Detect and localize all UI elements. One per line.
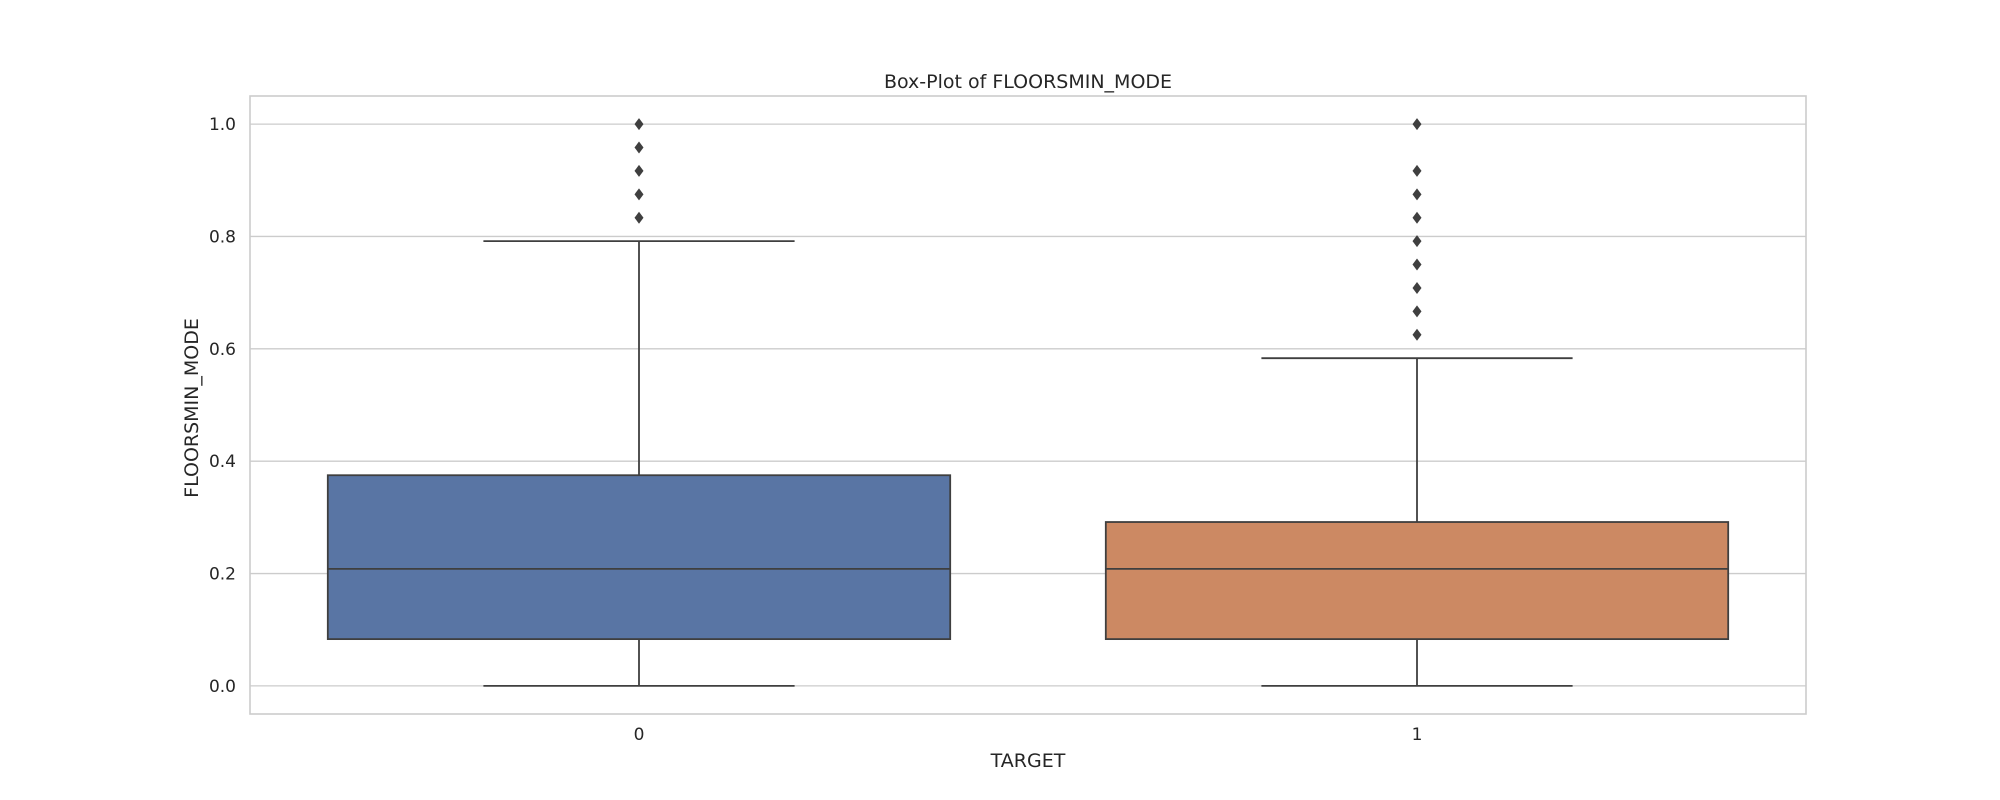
y-axis-label: FLOORSMIN_MODE <box>181 318 203 498</box>
outlier-point <box>1412 258 1422 271</box>
outlier-point <box>1412 211 1422 224</box>
iqr-box <box>326 474 952 641</box>
y-tick-label: 0.0 <box>209 677 236 697</box>
outlier-point <box>634 118 644 131</box>
plot-area <box>249 95 1807 715</box>
outlier-point <box>1412 235 1422 248</box>
outlier-point <box>634 211 644 224</box>
x-tick-label: 1 <box>1412 725 1423 745</box>
outlier-point <box>1412 305 1422 318</box>
outlier-point <box>1412 188 1422 201</box>
y-tick-label: 0.6 <box>209 340 236 360</box>
outlier-point <box>1412 328 1422 341</box>
y-tick-label: 0.8 <box>209 227 236 247</box>
box-group-1 <box>1104 118 1730 687</box>
outlier-point <box>634 141 644 154</box>
outlier-point <box>634 164 644 177</box>
outlier-point <box>1412 164 1422 177</box>
boxes <box>326 118 1730 687</box>
outlier-point <box>1412 118 1422 131</box>
outlier-point <box>634 188 644 201</box>
iqr-box <box>1104 521 1730 641</box>
outlier-point <box>1412 281 1422 294</box>
chart-title: Box-Plot of FLOORSMIN_MODE <box>884 71 1172 93</box>
box-group-0 <box>326 118 952 687</box>
y-tick-label: 1.0 <box>209 115 236 135</box>
x-axis-label: TARGET <box>990 750 1066 772</box>
x-tick-label: 0 <box>634 725 645 745</box>
y-tick-labels: 0.0 0.2 0.4 0.6 0.8 1.0 <box>209 115 236 697</box>
y-tick-label: 0.2 <box>209 565 236 585</box>
y-tick-label: 0.4 <box>209 452 236 472</box>
